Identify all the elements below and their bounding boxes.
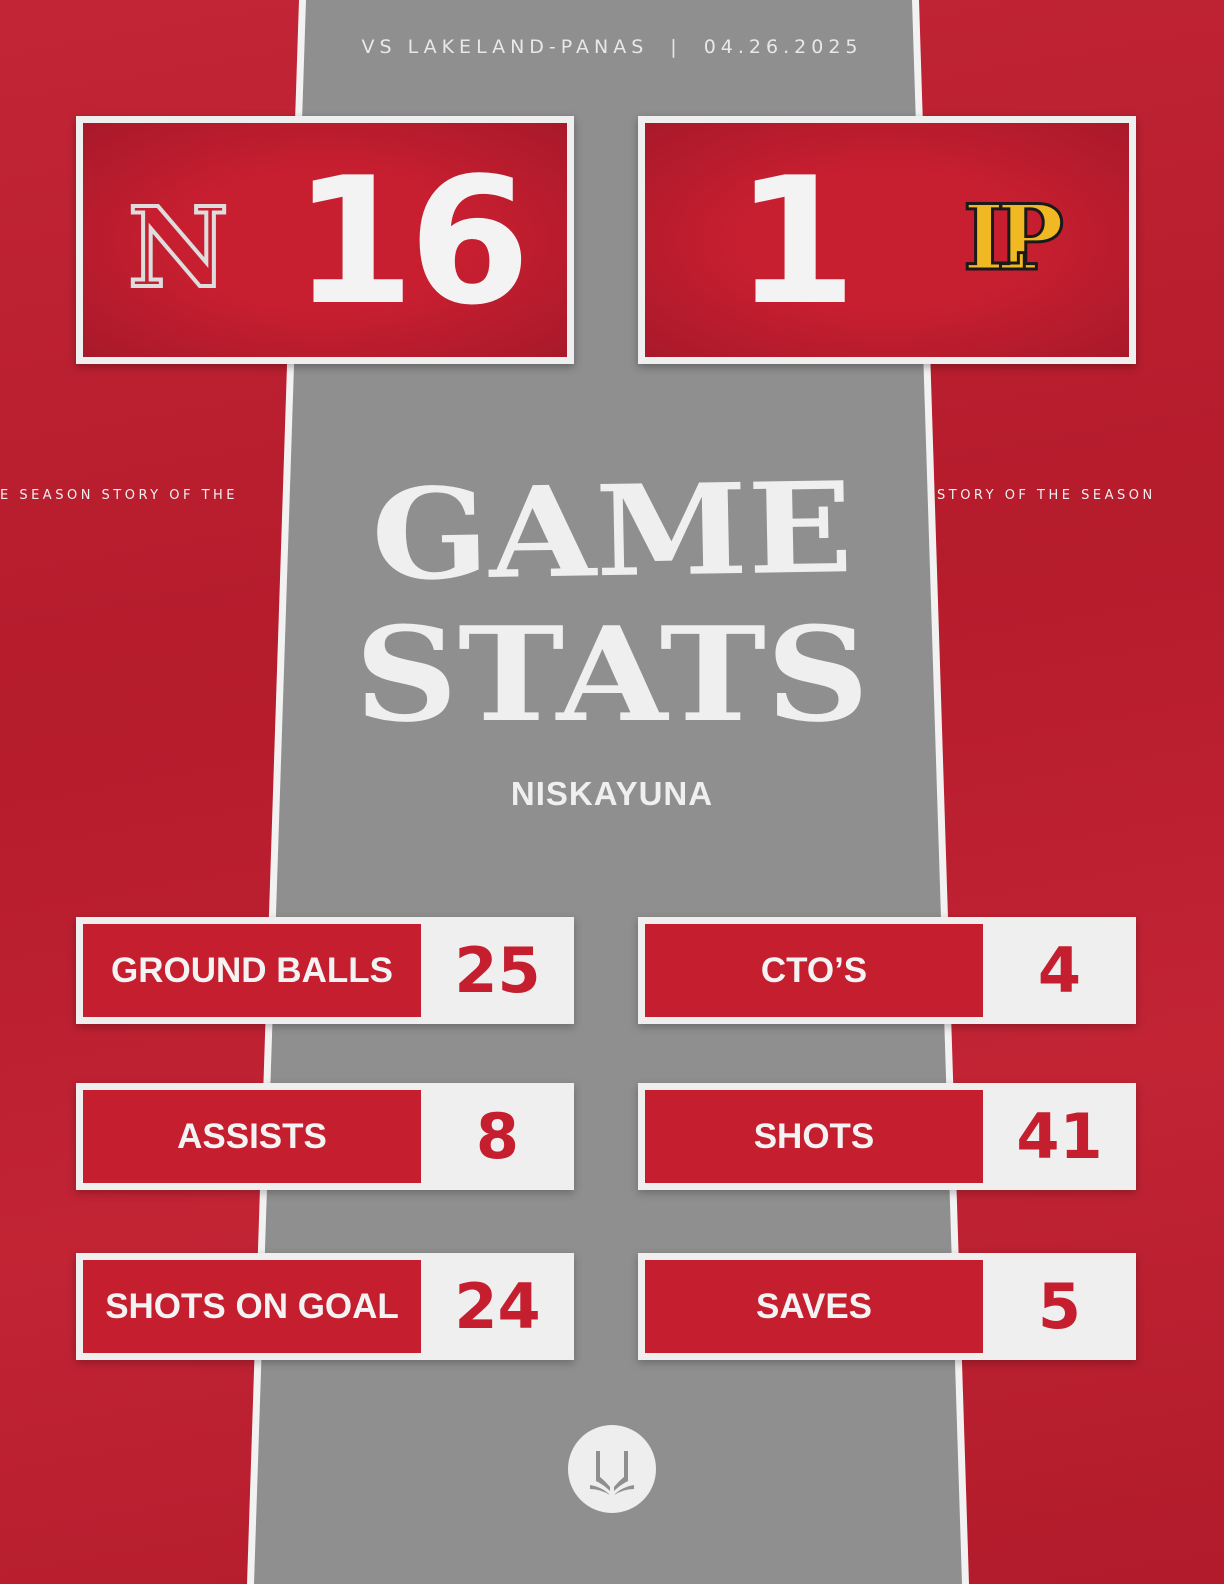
stat-label: CTO’S (645, 924, 983, 1017)
stat-shots: SHOTS 41 (638, 1083, 1136, 1190)
open-book-icon (568, 1425, 656, 1513)
title-line-1: GAME (370, 455, 854, 609)
away-logo: LP (962, 184, 1066, 293)
stat-label: GROUND BALLS (83, 924, 421, 1017)
home-logo: N (126, 183, 231, 312)
stat-ground-balls: GROUND BALLS 25 (76, 917, 574, 1024)
home-scorebox: N 16 (76, 116, 574, 364)
stat-shots-on-goal: SHOTS ON GOAL 24 (76, 1253, 574, 1360)
away-score: 1 (735, 141, 857, 344)
stat-value: 8 (475, 1100, 520, 1173)
header: VS LAKELAND-PANAS | 04.26.2025 (0, 36, 1224, 58)
stat-value: 25 (454, 934, 541, 1007)
side-text-right: STORY OF THE SEASON (937, 488, 1156, 503)
stat-assists: ASSISTS 8 (76, 1083, 574, 1190)
opponent: VS LAKELAND-PANAS (361, 36, 649, 58)
stat-saves: SAVES 5 (638, 1253, 1136, 1360)
stat-ctos: CTO’S 4 (638, 917, 1136, 1024)
stat-value: 5 (1037, 1270, 1082, 1343)
home-score: 16 (293, 141, 531, 344)
stat-label: SHOTS ON GOAL (83, 1260, 421, 1353)
stat-value: 24 (454, 1270, 541, 1343)
stat-value: 4 (1037, 934, 1082, 1007)
title-line-2: STATS (354, 598, 870, 751)
team-name: NISKAYUNA (510, 775, 714, 812)
stat-label: SAVES (645, 1260, 983, 1353)
away-scorebox: 1 LP (638, 116, 1136, 364)
side-text-left: E SEASON STORY OF THE (0, 488, 239, 503)
stat-value: 41 (1016, 1100, 1103, 1173)
stat-label: SHOTS (645, 1090, 983, 1183)
stat-label: ASSISTS (83, 1090, 421, 1183)
separator: | (670, 36, 682, 58)
game-date: 04.26.2025 (703, 36, 863, 58)
